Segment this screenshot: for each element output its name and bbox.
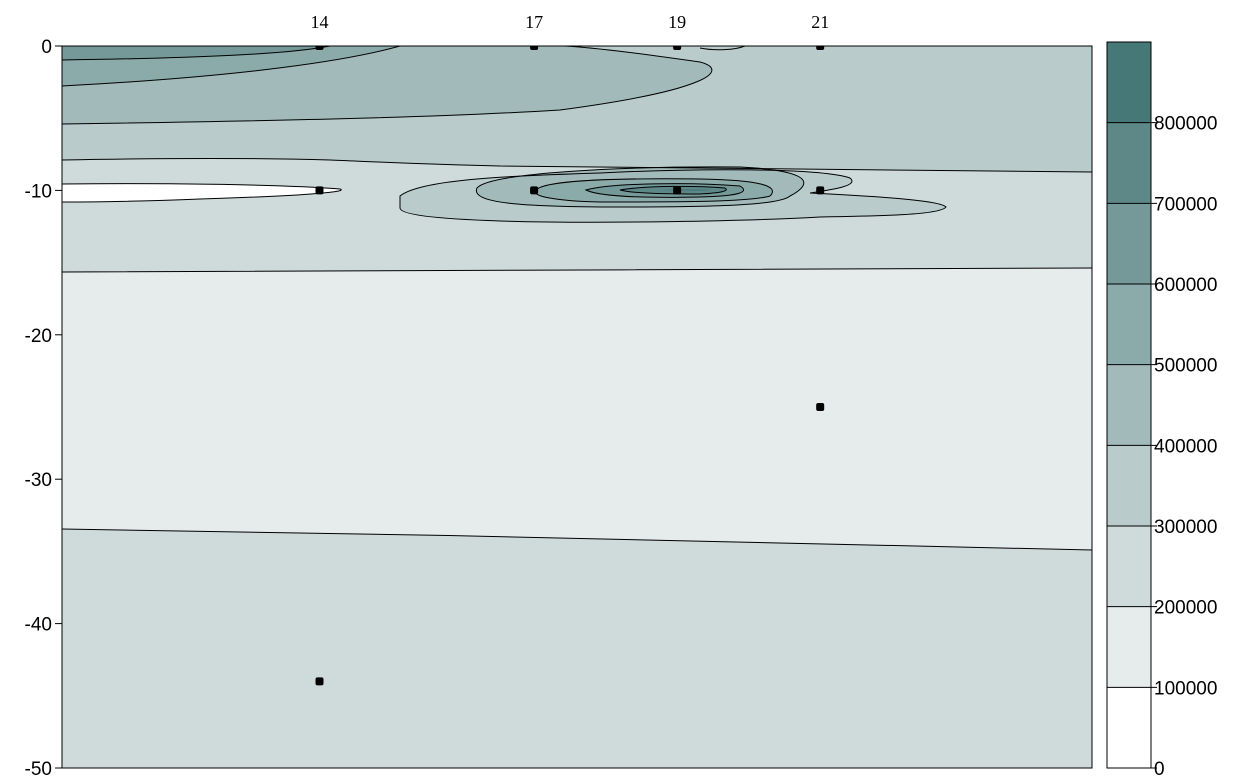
station-label: 21 xyxy=(811,12,829,32)
colorbar-swatch xyxy=(1107,284,1151,365)
sample-point xyxy=(315,46,324,50)
station-label: 14 xyxy=(311,12,329,32)
anomaly-800k-plus xyxy=(660,189,712,191)
colorbar-label: 300000 xyxy=(1154,517,1217,538)
colorbar-swatch xyxy=(1107,526,1151,607)
colorbar-label: 200000 xyxy=(1154,598,1217,619)
colorbar-label: 800000 xyxy=(1154,114,1217,135)
top-patch-19 xyxy=(700,46,745,50)
y-tick-label: -10 xyxy=(25,181,52,202)
plot-frame xyxy=(61,45,1093,769)
colorbar-label: 100000 xyxy=(1154,678,1217,699)
sample-point xyxy=(816,403,825,411)
sample-point xyxy=(673,46,682,50)
band-100k-200k xyxy=(62,268,1092,550)
colorbar-swatch xyxy=(1107,364,1151,446)
y-axis: 0 -10 -20 -30 -40 -50 xyxy=(25,37,62,778)
colorbar-label: 0 xyxy=(1154,759,1165,778)
sample-point xyxy=(530,186,539,195)
band-0-100k xyxy=(62,183,342,202)
plot-area xyxy=(62,46,1092,768)
sample-point xyxy=(315,677,324,686)
y-tick-label: -20 xyxy=(25,326,52,347)
colorbar-label: 400000 xyxy=(1154,436,1217,457)
colorbar: 0 100000 200000 300000 400000 500000 600000 700… xyxy=(1106,41,1217,778)
colorbar-swatch xyxy=(1107,203,1151,284)
station-labels: 14 17 19 21 xyxy=(311,12,830,32)
sample-point xyxy=(816,46,825,50)
y-tick-label: -30 xyxy=(25,470,52,491)
colorbar-swatch xyxy=(1107,445,1151,526)
sample-point xyxy=(673,186,682,195)
station-label: 17 xyxy=(525,12,543,32)
colorbar-label: 600000 xyxy=(1154,275,1217,296)
colorbar-swatch xyxy=(1107,42,1151,123)
y-tick-label: -40 xyxy=(25,615,52,636)
sample-point xyxy=(816,186,825,195)
band-600k-700k xyxy=(62,46,330,60)
colorbar-swatch xyxy=(1107,687,1151,768)
colorbar-label: 700000 xyxy=(1154,194,1217,215)
sample-points xyxy=(315,46,825,686)
colorbar-swatch xyxy=(1107,122,1151,204)
station-label: 19 xyxy=(668,12,686,32)
colorbar-label: 500000 xyxy=(1154,356,1217,377)
sample-point xyxy=(315,186,324,195)
sample-point xyxy=(530,46,539,50)
y-tick-label: -50 xyxy=(25,759,52,778)
y-tick-label: 0 xyxy=(41,37,52,58)
colorbar-swatch xyxy=(1107,606,1151,688)
contour-lines xyxy=(62,46,1092,551)
